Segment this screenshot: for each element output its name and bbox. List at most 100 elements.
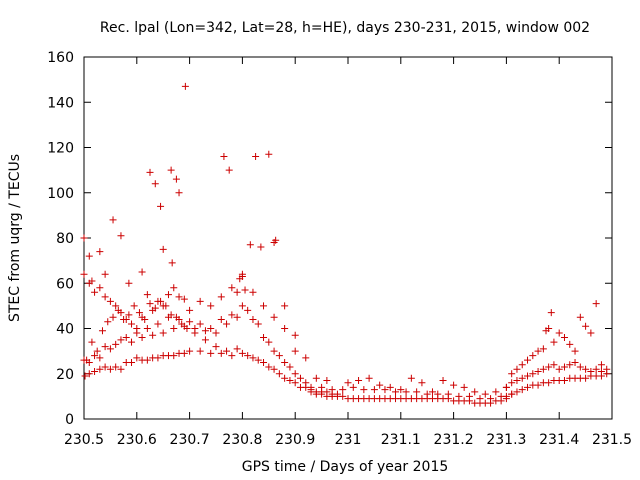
data-point [181, 82, 189, 90]
data-point [529, 370, 537, 378]
data-point [96, 248, 104, 256]
data-point [555, 365, 563, 373]
data-point [135, 309, 143, 317]
data-point [122, 334, 130, 342]
data-point [407, 374, 415, 382]
data-point [133, 354, 141, 362]
y-tick-label: 20 [56, 367, 74, 383]
data-point [91, 352, 99, 360]
data-point [159, 329, 167, 337]
data-point [85, 252, 93, 260]
data-point [207, 302, 215, 310]
data-point [143, 325, 151, 332]
data-point [80, 234, 88, 242]
data-point [91, 367, 99, 375]
data-point [281, 302, 289, 310]
data-point [339, 386, 347, 394]
data-point [286, 363, 294, 371]
data-point [566, 340, 574, 348]
x-tick-label: 231.2 [434, 432, 474, 448]
data-point [175, 293, 183, 301]
x-tick-label: 230.9 [275, 432, 315, 448]
data-point [138, 313, 146, 321]
data-point [539, 345, 547, 353]
data-point [471, 388, 479, 396]
data-point [207, 325, 215, 332]
data-point [302, 379, 310, 387]
data-point [186, 306, 194, 314]
data-point [291, 347, 299, 355]
data-point [191, 325, 199, 332]
x-tick-label: 230.6 [117, 432, 157, 448]
data-point [597, 361, 605, 369]
y-tick-label: 160 [47, 50, 74, 66]
data-point [513, 388, 521, 396]
y-axis-label: STEC from uqrg / TECUs [7, 154, 23, 322]
data-point [592, 365, 600, 373]
x-tick-label: 230.8 [222, 432, 262, 448]
data-point [96, 365, 104, 373]
data-point [323, 377, 331, 385]
data-point [270, 347, 278, 355]
data-point [571, 358, 579, 366]
data-point [392, 388, 400, 396]
data-point [434, 390, 442, 398]
data-point [109, 216, 117, 224]
data-point [560, 377, 568, 385]
y-tick-label: 80 [56, 231, 74, 247]
data-point [576, 313, 584, 321]
data-point [125, 311, 133, 319]
data-point [487, 395, 495, 403]
data-point [413, 388, 421, 396]
data-point [455, 392, 463, 400]
data-point [125, 279, 133, 287]
x-tick-label: 230.7 [170, 432, 210, 448]
data-point [117, 309, 125, 317]
data-point [592, 300, 600, 308]
data-point [257, 243, 265, 251]
data-point [275, 352, 283, 360]
data-point [225, 166, 233, 174]
data-point [96, 354, 104, 362]
data-point [96, 284, 104, 292]
data-point [571, 347, 579, 355]
data-point [270, 313, 278, 321]
data-point [228, 284, 236, 292]
data-point [149, 331, 157, 339]
data-point [518, 374, 526, 382]
data-point [386, 383, 394, 391]
data-point [492, 388, 500, 396]
data-point [85, 370, 93, 378]
data-point [236, 275, 244, 283]
data-point [138, 334, 146, 342]
data-point [112, 302, 120, 310]
x-axis: 230.5 230.6 230.7 230.8 230.9 231 231.1 231.2 23… [64, 57, 632, 448]
data-point [159, 302, 167, 310]
data-point [233, 313, 241, 321]
plot-frame [83, 56, 613, 420]
data-point [550, 338, 558, 346]
data-point [249, 315, 257, 323]
data-point [529, 352, 537, 360]
data-point [106, 345, 114, 353]
data-point [534, 381, 542, 389]
data-point [423, 390, 431, 398]
data-point [133, 325, 141, 332]
data-point [355, 377, 363, 385]
data-point [339, 392, 347, 400]
data-point [291, 379, 299, 387]
data-point [220, 153, 228, 161]
data-point [439, 377, 447, 385]
data-point [265, 363, 273, 371]
data-point [128, 358, 136, 366]
data-point [502, 383, 510, 391]
data-point [106, 297, 114, 305]
data-point [201, 336, 209, 344]
data-point [98, 327, 106, 335]
data-point [560, 363, 568, 371]
data-point [291, 370, 299, 378]
data-point [508, 390, 516, 398]
data-point [587, 329, 595, 337]
data-point [80, 356, 88, 364]
data-point [291, 331, 299, 339]
